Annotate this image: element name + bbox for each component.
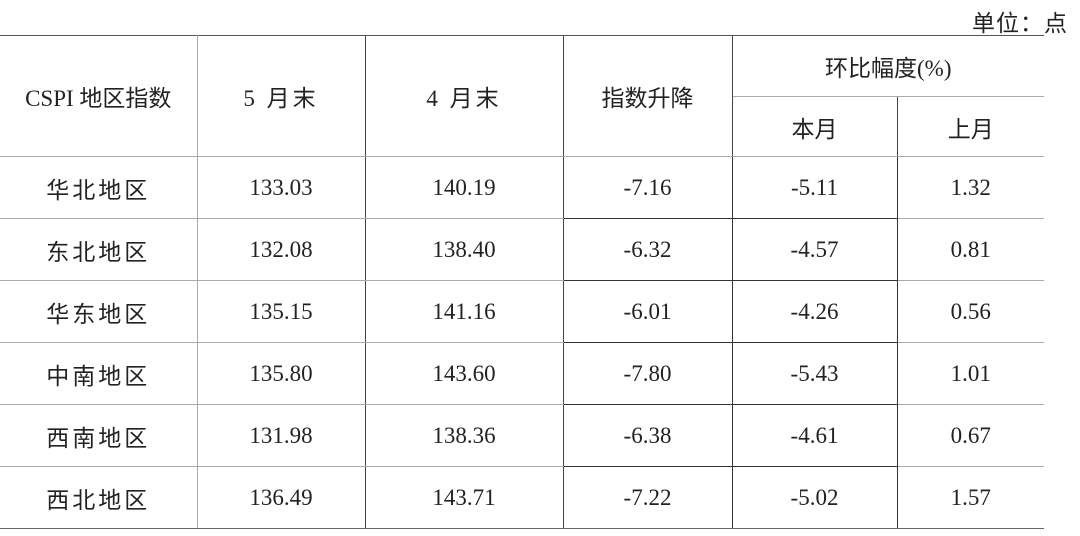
cell-last-month: 1.32 (896, 156, 1044, 219)
cell-change: -6.32 (562, 218, 733, 281)
header-row: CSPI 地区指数 5 月末 4 月末 指数升降 环比幅度(%) (0, 35, 1044, 157)
table-row: 华北地区 133.03 140.19 -7.16 -5.11 1.32 (0, 156, 1044, 219)
cell-region: 华北地区 (0, 156, 198, 219)
cell-region: 东北地区 (0, 218, 198, 281)
cell-may: 133.03 (196, 156, 366, 219)
cell-may: 135.80 (196, 342, 366, 405)
cell-change: -6.01 (562, 280, 733, 343)
table-row: 西北地区 136.49 143.71 -7.22 -5.02 1.57 (0, 466, 1044, 529)
cell-change: -7.16 (562, 156, 733, 219)
header-region: CSPI 地区指数 (0, 35, 198, 157)
cell-last-month: 0.81 (896, 218, 1044, 281)
cell-change: -7.80 (562, 342, 733, 405)
cell-this-month: -5.43 (731, 342, 898, 405)
header-mom: 环比幅度(%) (731, 35, 1044, 97)
cell-last-month: 1.57 (896, 466, 1044, 529)
cell-may: 132.08 (196, 218, 366, 281)
header-change: 指数升降 (562, 35, 733, 157)
cspi-region-table: CSPI 地区指数 5 月末 4 月末 指数升降 环比幅度(%) 本月 上月 华… (0, 35, 1044, 529)
header-april: 4 月末 (364, 35, 564, 157)
table-row: 中南地区 135.80 143.60 -7.80 -5.43 1.01 (0, 342, 1044, 405)
cell-this-month: -5.11 (731, 156, 898, 219)
table-row: 东北地区 132.08 138.40 -6.32 -4.57 0.81 (0, 218, 1044, 281)
cell-april: 140.19 (364, 156, 564, 219)
header-may: 5 月末 (196, 35, 366, 157)
cell-april: 138.40 (364, 218, 564, 281)
header-last-month: 上月 (896, 96, 1044, 157)
cell-april: 143.60 (364, 342, 564, 405)
cell-change: -6.38 (562, 404, 733, 467)
cell-region: 中南地区 (0, 342, 198, 405)
unit-label: 单位：点 (972, 11, 1068, 36)
cell-april: 143.71 (364, 466, 564, 529)
cell-change: -7.22 (562, 466, 733, 529)
table-row: 华东地区 135.15 141.16 -6.01 -4.26 0.56 (0, 280, 1044, 343)
cell-last-month: 0.56 (896, 280, 1044, 343)
cell-april: 138.36 (364, 404, 564, 467)
cell-this-month: -5.02 (731, 466, 898, 529)
table-row: 西南地区 131.98 138.36 -6.38 -4.61 0.67 (0, 404, 1044, 467)
header-this-month: 本月 (731, 96, 898, 157)
cell-this-month: -4.61 (731, 404, 898, 467)
cell-may: 131.98 (196, 404, 366, 467)
cell-region: 西南地区 (0, 404, 198, 467)
header-subrow: 本月 上月 (0, 96, 1044, 157)
cell-april: 141.16 (364, 280, 564, 343)
cell-may: 135.15 (196, 280, 366, 343)
cell-region: 华东地区 (0, 280, 198, 343)
cell-region: 西北地区 (0, 466, 198, 529)
cell-this-month: -4.26 (731, 280, 898, 343)
cell-this-month: -4.57 (731, 218, 898, 281)
cell-last-month: 0.67 (896, 404, 1044, 467)
cell-last-month: 1.01 (896, 342, 1044, 405)
cell-may: 136.49 (196, 466, 366, 529)
